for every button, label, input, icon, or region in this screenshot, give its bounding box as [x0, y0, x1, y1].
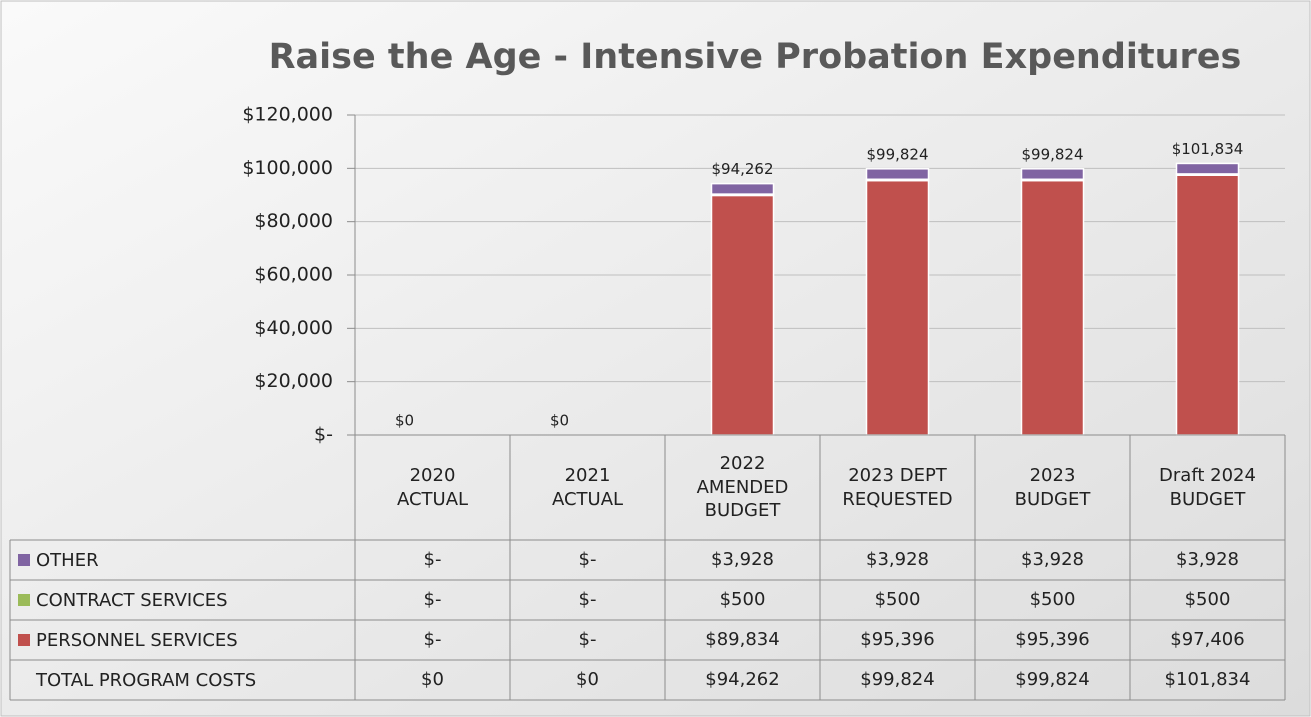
table-value: $-: [578, 549, 597, 571]
category-label: Draft 2024 BUDGET: [1159, 465, 1256, 510]
y-tick-label: $40,000: [254, 317, 333, 339]
y-tick-label: $20,000: [254, 370, 333, 392]
category-label: 2023 BUDGET: [1014, 465, 1091, 510]
table-value: $-: [578, 589, 597, 611]
bar-segment: [1175, 162, 1240, 175]
table-value-box: $95,396: [1015, 629, 1090, 651]
total-label: $99,824: [1021, 145, 1083, 163]
total-label: $0: [550, 412, 569, 430]
table-value-box: $-: [578, 589, 597, 611]
table-total: $99,824: [1015, 669, 1090, 691]
table-value: $97,406: [1170, 629, 1245, 651]
table-value-box: $500: [1184, 589, 1231, 611]
category-label-box: 2021 ACTUAL: [551, 465, 624, 510]
category-label: 2021 ACTUAL: [551, 465, 624, 510]
total-label: $94,262: [711, 160, 773, 178]
category-label-box: 2022 AMENDED BUDGET: [696, 453, 789, 522]
table-value: $-: [423, 549, 442, 571]
table-total: $94,262: [705, 669, 780, 691]
table-value-box: $500: [874, 589, 921, 611]
table-value-box: $3,928: [1176, 549, 1239, 571]
table-value-box: $3,928: [1021, 549, 1084, 571]
bar-segment: [1175, 174, 1240, 436]
table-total: $99,824: [860, 669, 935, 691]
legend-key: [18, 634, 30, 646]
y-tick-label: $-: [314, 424, 333, 446]
legend-key: [18, 554, 30, 566]
table-total-box: $94,262: [705, 669, 780, 691]
table-total-box: $99,824: [1015, 669, 1090, 691]
table-value: $500: [1184, 589, 1231, 611]
category-label: 2020 ACTUAL: [396, 465, 469, 510]
chart-title: Raise the Age - Intensive Probation Expe…: [269, 37, 1242, 77]
table-value-box: $97,406: [1170, 629, 1245, 651]
category-label: 2022 AMENDED BUDGET: [696, 453, 789, 522]
table-value-box: $3,928: [866, 549, 929, 571]
table-value-box: $3,928: [711, 549, 774, 571]
bar-segment: [1020, 179, 1085, 436]
legend-label: PERSONNEL SERVICES: [36, 630, 238, 651]
total-label: $0: [395, 412, 414, 430]
table-value-box: $-: [423, 629, 442, 651]
category-label-box: Draft 2024 BUDGET: [1159, 465, 1256, 510]
table-value-box: $95,396: [860, 629, 935, 651]
category-label-box: 2020 ACTUAL: [396, 465, 469, 510]
table-value-box: $-: [578, 549, 597, 571]
table-value-box: $500: [1029, 589, 1076, 611]
legend-key: [18, 594, 30, 606]
bar-segment: [710, 182, 775, 195]
category-label-box: 2023 BUDGET: [1014, 465, 1091, 510]
legend-label: OTHER: [36, 550, 99, 571]
table-value: $3,928: [711, 549, 774, 571]
bar-segment: [865, 168, 930, 181]
table-total: $0: [576, 669, 599, 691]
table-value: $-: [578, 629, 597, 651]
table-total-box: $99,824: [860, 669, 935, 691]
table-value: $89,834: [705, 629, 780, 651]
table-value-box: $500: [719, 589, 766, 611]
y-tick-label: $80,000: [254, 210, 333, 232]
table-value: $3,928: [866, 549, 929, 571]
bar-segment: [865, 179, 930, 436]
legend-label: CONTRACT SERVICES: [36, 590, 228, 611]
table-value: $-: [423, 589, 442, 611]
category-label: 2023 DEPT REQUESTED: [842, 465, 953, 510]
table-total: $0: [421, 669, 444, 691]
table-value-box: $-: [578, 629, 597, 651]
total-row-label: TOTAL PROGRAM COSTS: [35, 670, 256, 691]
table-value-box: $89,834: [705, 629, 780, 651]
bar-segment: [1020, 168, 1085, 181]
category-label-box: 2023 DEPT REQUESTED: [842, 465, 953, 510]
table-value: $3,928: [1021, 549, 1084, 571]
table-total: $101,834: [1164, 669, 1251, 691]
table-value: $95,396: [1015, 629, 1090, 651]
bar-segment: [710, 194, 775, 436]
table-value: $500: [1029, 589, 1076, 611]
total-label: $99,824: [866, 145, 928, 163]
table-value-box: $-: [423, 589, 442, 611]
table-total-box: $0: [576, 669, 599, 691]
y-tick-label: $60,000: [254, 264, 333, 286]
total-label: $101,834: [1172, 140, 1244, 158]
table-total-box: $0: [421, 669, 444, 691]
y-tick-label: $100,000: [242, 157, 333, 179]
table-total-box: $101,834: [1164, 669, 1251, 691]
table-value: $3,928: [1176, 549, 1239, 571]
table-value: $95,396: [860, 629, 935, 651]
table-value-box: $-: [423, 549, 442, 571]
table-value: $500: [874, 589, 921, 611]
table-value: $500: [719, 589, 766, 611]
table-value: $-: [423, 629, 442, 651]
y-tick-label: $120,000: [242, 104, 333, 126]
